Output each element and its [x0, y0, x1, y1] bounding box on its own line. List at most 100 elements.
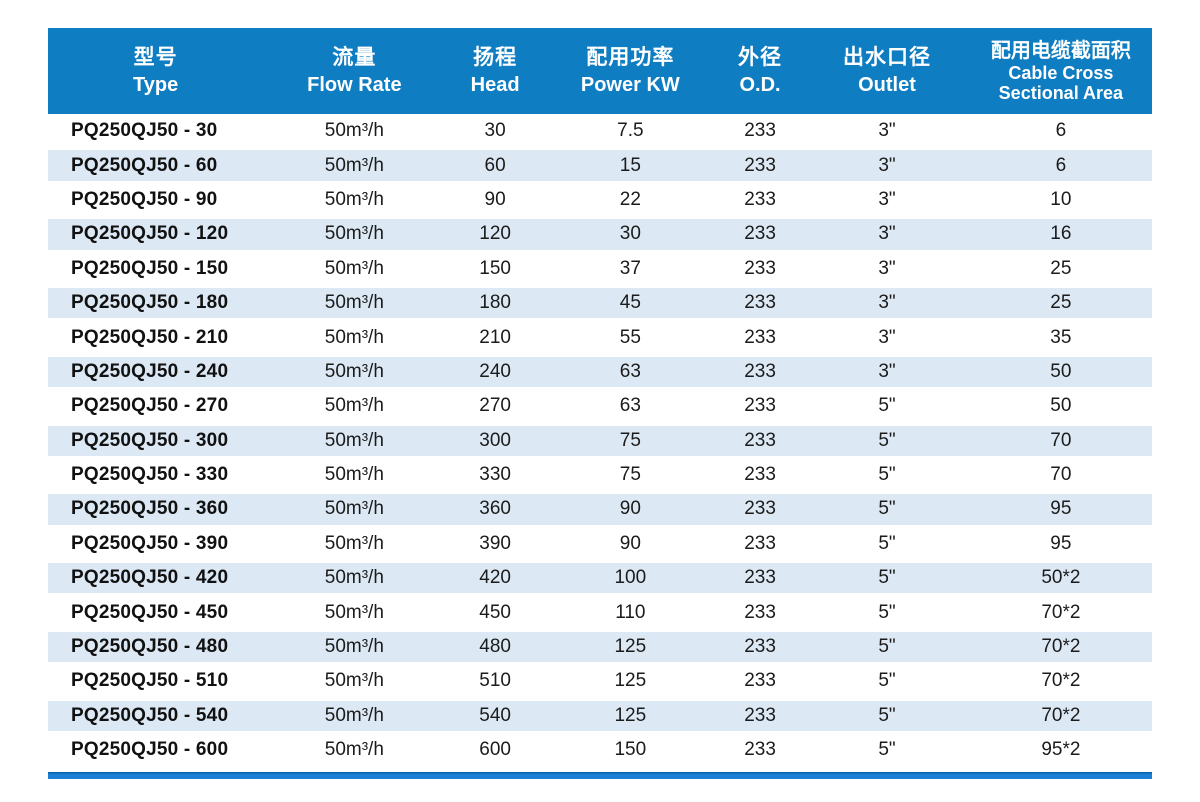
cell-cable: 50: [1050, 395, 1072, 417]
cell-od: 233: [744, 257, 776, 279]
table-row: PQ250QJ50 - 270 50m³/h 270 63 233 5" 50: [48, 389, 1152, 424]
cell-type: PQ250QJ50 - 450: [71, 601, 229, 623]
cell-flow: 50m³/h: [324, 395, 384, 417]
cell-cable: 70*2: [1041, 636, 1081, 658]
cell-type: PQ250QJ50 - 360: [71, 498, 229, 520]
column-header-flow: 流量 Flow Rate: [263, 28, 445, 114]
cell-type: PQ250QJ50 - 120: [71, 223, 229, 245]
cell-power: 15: [619, 154, 641, 176]
cell-type: PQ250QJ50 - 60: [71, 154, 218, 176]
cell-flow: 50m³/h: [324, 704, 384, 726]
cell-power: 22: [619, 188, 641, 210]
cell-power: 75: [619, 429, 641, 451]
table-row: PQ250QJ50 - 420 50m³/h 420 100 233 5" 50*2: [48, 561, 1152, 596]
cell-outlet: 3": [878, 292, 896, 314]
cell-power: 150: [614, 739, 647, 761]
cell-power: 30: [619, 223, 641, 245]
cell-power: 55: [619, 326, 641, 348]
cell-outlet: 5": [878, 601, 896, 623]
table-row: PQ250QJ50 - 360 50m³/h 360 90 233 5" 95: [48, 492, 1152, 527]
cell-head: 120: [479, 223, 511, 245]
cell-outlet: 3": [878, 223, 896, 245]
cell-cable: 95*2: [1041, 739, 1081, 761]
cell-od: 233: [744, 154, 776, 176]
cell-flow: 50m³/h: [324, 257, 384, 279]
cell-od: 233: [744, 532, 776, 554]
cell-od: 233: [744, 120, 776, 142]
cell-outlet: 3": [878, 188, 896, 210]
cell-cable: 25: [1050, 292, 1072, 314]
cell-flow: 50m³/h: [324, 464, 384, 486]
cell-flow: 50m³/h: [324, 739, 384, 761]
cell-outlet: 5": [878, 739, 896, 761]
table-row: PQ250QJ50 - 540 50m³/h 540 125 233 5" 70*2: [48, 698, 1152, 734]
table-row: PQ250QJ50 - 180 50m³/h 180 45 233 3" 25: [48, 285, 1152, 321]
cell-head: 270: [479, 395, 511, 417]
table-row: PQ250QJ50 - 120 50m³/h 120 30 233 3" 16: [48, 217, 1152, 252]
cell-power: 90: [619, 498, 641, 520]
cell-outlet: 3": [878, 154, 896, 176]
cell-cable: 70*2: [1041, 670, 1081, 692]
cell-power: 63: [619, 360, 641, 382]
column-header-en-label: Head: [470, 73, 520, 96]
cell-outlet: 5": [878, 429, 896, 451]
cell-cable: 95: [1050, 532, 1072, 554]
column-header-head: 扬程 Head: [445, 28, 544, 114]
cell-type: PQ250QJ50 - 300: [71, 429, 229, 451]
cell-od: 233: [744, 429, 776, 451]
column-header-zh-label: 流量: [332, 46, 377, 70]
cell-flow: 50m³/h: [324, 292, 384, 314]
cell-cable: 70: [1050, 429, 1072, 451]
cell-flow: 50m³/h: [324, 601, 384, 623]
column-header-power: 配用功率 Power KW: [545, 28, 716, 114]
table-row: PQ250QJ50 - 300 50m³/h 300 75 233 5" 70: [48, 423, 1152, 458]
cell-od: 233: [744, 326, 776, 348]
column-header-en-label: Outlet: [858, 73, 916, 96]
cell-head: 60: [484, 154, 506, 176]
cell-cable: 50*2: [1041, 567, 1081, 589]
cell-flow: 50m³/h: [324, 532, 384, 554]
cell-flow: 50m³/h: [324, 360, 384, 382]
column-header-zh-label: 配用电缆截面积: [990, 40, 1131, 63]
cell-od: 233: [744, 360, 776, 382]
table-row: PQ250QJ50 - 90 50m³/h 90 22 233 3" 10: [48, 182, 1152, 218]
column-header-en-label: Flow Rate: [307, 73, 402, 96]
cell-power: 125: [614, 636, 647, 658]
column-header-zh-label: 扬程: [473, 46, 518, 70]
table-row: PQ250QJ50 - 450 50m³/h 450 110 233 5" 70*2: [48, 595, 1152, 630]
table-row: PQ250QJ50 - 30 50m³/h 30 7.5 233 3" 6: [48, 114, 1152, 149]
cell-head: 30: [484, 120, 506, 142]
cell-power: 110: [615, 601, 646, 623]
cell-type: PQ250QJ50 - 480: [71, 636, 229, 658]
cell-flow: 50m³/h: [324, 120, 384, 142]
cell-cable: 70*2: [1041, 704, 1081, 726]
cell-type: PQ250QJ50 - 90: [71, 188, 218, 210]
cell-type: PQ250QJ50 - 240: [71, 360, 229, 382]
table-row: PQ250QJ50 - 210 50m³/h 210 55 233 3" 35: [48, 320, 1152, 355]
cell-head: 360: [479, 498, 511, 520]
column-header-zh-label: 外径: [738, 46, 783, 70]
cell-head: 330: [479, 464, 511, 486]
cell-flow: 50m³/h: [324, 188, 384, 210]
cell-od: 233: [744, 704, 776, 726]
cell-outlet: 3": [878, 257, 896, 279]
cell-outlet: 5": [878, 464, 896, 486]
cell-power: 75: [619, 464, 641, 486]
cell-type: PQ250QJ50 - 600: [71, 739, 229, 761]
cell-outlet: 5": [878, 395, 896, 417]
cell-head: 540: [479, 704, 511, 726]
table-row: PQ250QJ50 - 480 50m³/h 480 125 233 5" 70*2: [48, 629, 1152, 665]
bottom-accent-bar: [48, 772, 1152, 780]
cell-od: 233: [744, 636, 776, 658]
column-header-outlet: 出水口径 Outlet: [804, 28, 970, 114]
cell-flow: 50m³/h: [324, 154, 384, 176]
cell-power: 90: [619, 532, 641, 554]
table-row: PQ250QJ50 - 240 50m³/h 240 63 233 3" 50: [48, 354, 1152, 390]
cell-head: 90: [484, 188, 506, 210]
table-row: PQ250QJ50 - 510 50m³/h 510 125 233 5" 70*2: [48, 664, 1152, 699]
cell-outlet: 5": [878, 636, 896, 658]
table-row: PQ250QJ50 - 150 50m³/h 150 37 233 3" 25: [48, 251, 1152, 286]
cell-cable: 50: [1050, 360, 1072, 382]
cell-type: PQ250QJ50 - 270: [71, 395, 229, 417]
table-header-row: 型号 Type 流量 Flow Rate 扬程 Head 配用功率 Power KW 外径 O.D…: [48, 28, 1152, 114]
